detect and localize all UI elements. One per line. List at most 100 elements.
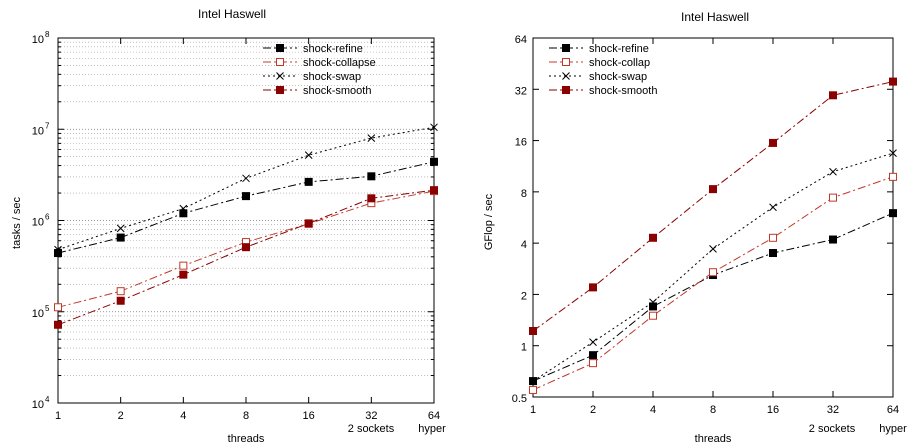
data-point (430, 157, 438, 166)
series-line (57, 189, 435, 326)
x-tick-label: 4 (180, 410, 186, 422)
x-tick-label: 1 (530, 404, 536, 416)
plot-frame (57, 37, 435, 404)
data-point (430, 186, 438, 195)
data-point (54, 245, 62, 254)
chart-title: Intel Haswell (198, 7, 266, 21)
legend-item: shock-smooth (263, 85, 371, 97)
legend-label: shock-collap (589, 57, 650, 69)
data-point (179, 261, 188, 270)
legend-swatch-marker (562, 72, 570, 80)
y-tick-label: 2 (521, 290, 527, 302)
gflops-chart: Intel Haswell GFlop / sec threads 2 sock… (483, 10, 907, 445)
x-tick-label: 4 (650, 404, 656, 416)
legend-item: shock-refine (549, 43, 649, 55)
x-tick-label: 32 (827, 404, 839, 416)
legend-label: shock-swap (303, 71, 361, 83)
x-extra-label-hyper: hyper (879, 423, 907, 435)
data-point (116, 233, 125, 242)
data-point (529, 377, 537, 385)
data-point (589, 359, 597, 368)
y-tick-label-exponent: 6 (45, 213, 50, 222)
x-tick-label: 2 (118, 410, 124, 422)
series-shock-smooth (529, 77, 897, 336)
legend-item: shock-collapse (263, 57, 376, 69)
data-point (889, 149, 897, 157)
x-tick-label: 2 (590, 404, 596, 416)
legend-label: shock-collapse (303, 57, 376, 69)
data-point (589, 283, 597, 292)
series-line (532, 176, 894, 391)
y-tick-label-exponent: 4 (45, 395, 50, 404)
y-tick-label: 10 (32, 125, 44, 137)
data-point (179, 270, 188, 279)
series-shock-refine (529, 209, 897, 386)
series-shock-swap (54, 123, 438, 254)
data-point (649, 298, 657, 307)
tasks-per-sec-chart: Intel Haswell tasks / sec threads 2 sock… (11, 7, 446, 445)
legend-swatch-marker (562, 86, 570, 94)
data-point (116, 296, 125, 305)
y-tick-label: 10 (32, 34, 44, 46)
y-tick-label: 16 (515, 137, 527, 149)
data-point (529, 385, 537, 394)
x-tick-label: 16 (767, 404, 779, 416)
data-point (304, 219, 313, 228)
y-axis-label: tasks / sec (11, 197, 23, 249)
x-axis-label: threads (228, 433, 265, 445)
data-point (367, 194, 376, 203)
plot-frame (532, 37, 894, 398)
data-point (889, 172, 897, 181)
y-tick-label: 8 (521, 188, 527, 200)
data-point (54, 303, 62, 312)
legend-item: shock-swap (263, 71, 361, 83)
y-tick-label: 1 (521, 342, 527, 354)
data-point (304, 177, 313, 186)
y-tick-label-exponent: 5 (45, 304, 50, 313)
x-tick-label: 8 (710, 404, 716, 416)
legend-label: shock-refine (589, 43, 649, 55)
data-point (589, 338, 597, 346)
data-point (769, 233, 777, 242)
data-point (829, 167, 837, 176)
chart-title: Intel Haswell (681, 10, 749, 24)
data-point (179, 209, 188, 218)
y-tick-label: 10 (32, 399, 44, 411)
data-point (529, 327, 537, 336)
legend-swatch-marker (562, 44, 570, 52)
x-extra-label-sockets: 2 sockets (348, 423, 395, 435)
data-point (116, 287, 125, 296)
series-shock-swap (529, 149, 897, 385)
data-point (430, 123, 438, 132)
data-point (589, 351, 597, 360)
data-point (649, 311, 657, 320)
data-point (54, 249, 62, 258)
data-point (889, 77, 897, 86)
legend-item: shock-refine (263, 43, 363, 55)
y-tick-label: 32 (515, 85, 527, 97)
y-tick-label: 64 (515, 34, 527, 46)
x-tick-label: 1 (55, 410, 61, 422)
legend-swatch-marker (562, 58, 570, 66)
legend-item: shock-swap (549, 71, 647, 83)
data-point (709, 245, 717, 253)
data-point (179, 204, 188, 213)
x-extra-label-hyper: hyper (418, 423, 446, 435)
legend-label: shock-smooth (589, 85, 657, 97)
series-shock-collap (529, 172, 897, 394)
data-point (304, 151, 313, 160)
y-tick-label: 10 (32, 217, 44, 229)
series-line (532, 81, 894, 332)
series-shock-refine (54, 157, 438, 258)
data-point (709, 185, 717, 194)
data-point (769, 138, 777, 147)
x-extra-label-sockets: 2 sockets (809, 423, 856, 435)
data-point (367, 172, 376, 181)
data-point (54, 320, 62, 329)
data-point (769, 249, 777, 258)
data-point (829, 91, 837, 100)
x-tick-label: 64 (428, 410, 440, 422)
series-shock-smooth (54, 186, 438, 329)
x-axis-label: threads (695, 433, 732, 445)
